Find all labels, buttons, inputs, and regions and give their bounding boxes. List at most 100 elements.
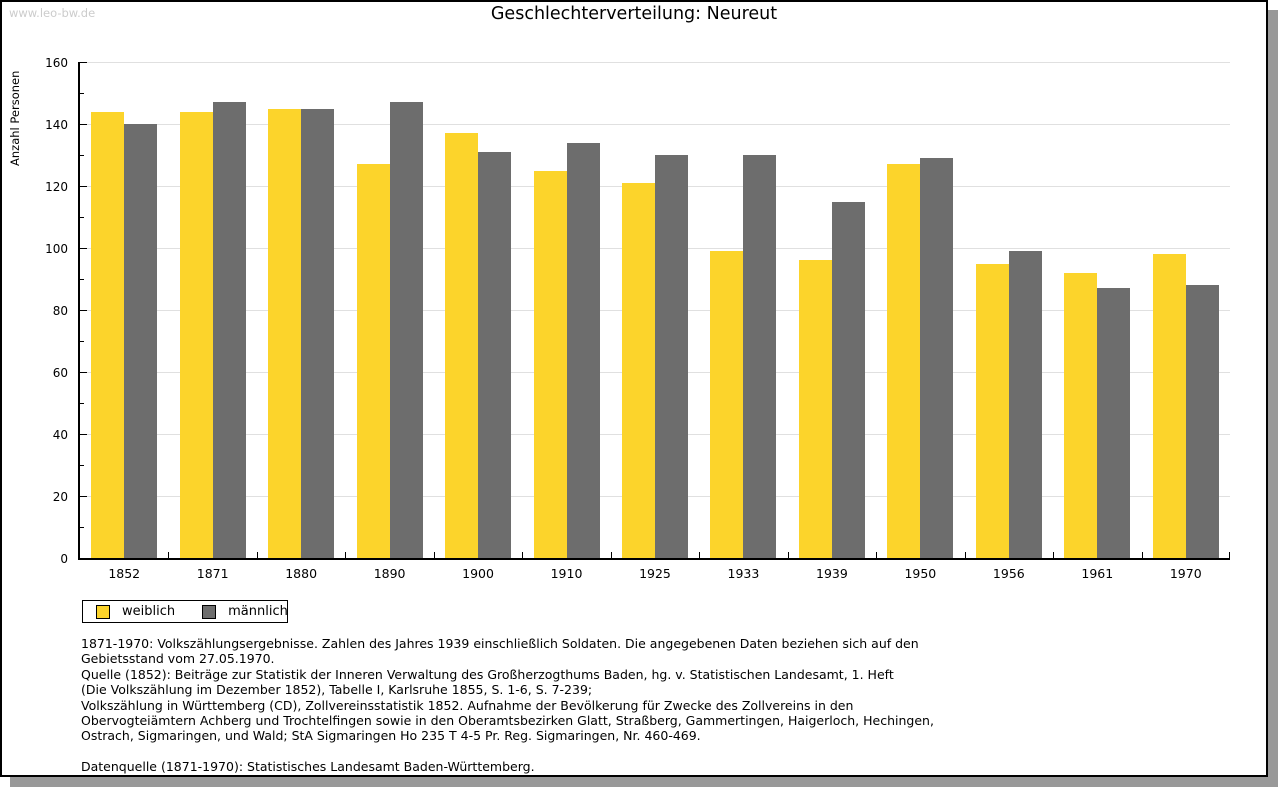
x-boundary-tick-10 — [964, 552, 966, 558]
plot-area — [78, 62, 1230, 560]
y-major-tick-100 — [80, 248, 87, 249]
y-minor-tick-70 — [80, 341, 84, 342]
y-tick-label-0: 0 — [60, 552, 68, 566]
footnote-line-7: Ostrach, Sigmaringen, und Wald; StA Sigm… — [81, 728, 701, 744]
y-major-tick-160 — [80, 62, 87, 63]
x-tick-label-1910: 1910 — [550, 566, 583, 581]
y-tick-label-40: 40 — [52, 428, 68, 442]
y-minor-tick-150 — [80, 93, 84, 94]
x-tick-label-1890: 1890 — [373, 566, 406, 581]
bar-1933-männlich — [743, 155, 777, 558]
x-tick-label-1925: 1925 — [639, 566, 671, 581]
bar-1852-männlich — [124, 124, 158, 558]
x-boundary-tick-8 — [787, 552, 789, 558]
x-tick-label-1900: 1900 — [462, 566, 494, 581]
bar-1970-männlich — [1185, 285, 1219, 558]
bar-1950-männlich — [920, 158, 954, 558]
x-boundary-tick-12 — [1141, 552, 1143, 558]
x-boundary-tick-2 — [256, 552, 258, 558]
bar-1950-weiblich — [887, 164, 921, 558]
bar-1880-männlich — [301, 108, 335, 558]
x-tick-label-1933: 1933 — [727, 566, 760, 581]
bar-1956-weiblich — [975, 263, 1009, 558]
x-tick-label-1961: 1961 — [1081, 566, 1114, 581]
x-axis-endcap — [1229, 552, 1230, 558]
bar-1970-weiblich — [1152, 254, 1186, 558]
x-boundary-tick-4 — [433, 552, 435, 558]
x-boundary-tick-5 — [522, 552, 524, 558]
footnote-line-3: Quelle (1852): Beiträge zur Statistik de… — [81, 666, 894, 682]
footnote-line-2: Gebietsstand vom 27.05.1970. — [81, 651, 275, 667]
y-tick-label-100: 100 — [45, 242, 68, 256]
gridline-140 — [80, 124, 1230, 125]
footnote-line-9: Datenquelle (1871-1970): Statistisches L… — [81, 759, 535, 775]
x-tick-label-1852: 1852 — [108, 566, 141, 581]
x-boundary-tick-3 — [345, 552, 347, 558]
bar-1956-männlich — [1008, 251, 1042, 558]
y-tick-label-140: 140 — [45, 118, 68, 132]
y-minor-tick-110 — [80, 217, 84, 218]
legend: weiblich männlich — [82, 600, 288, 623]
footnotes: 1871-1970: Volkszählungsergebnisse. Zahl… — [81, 636, 934, 775]
bar-1925-weiblich — [622, 182, 655, 558]
bar-1871-weiblich — [179, 111, 213, 558]
y-minor-tick-90 — [80, 279, 84, 280]
y-tick-label-160: 160 — [45, 56, 68, 70]
x-tick-label-1950: 1950 — [904, 566, 937, 581]
gridline-160 — [80, 62, 1230, 63]
legend-item-maennlich: männlich — [202, 604, 288, 619]
x-boundary-tick-1 — [168, 552, 170, 558]
y-minor-tick-30 — [80, 465, 84, 466]
footnote-spacer — [81, 744, 934, 759]
bar-1910-weiblich — [533, 170, 567, 558]
y-tick-label-60: 60 — [52, 366, 68, 380]
bar-1910-männlich — [566, 142, 600, 558]
y-major-tick-140 — [80, 124, 87, 125]
footnote-line-1: 1871-1970: Volkszählungsergebnisse. Zahl… — [81, 636, 919, 651]
bar-1933-weiblich — [710, 251, 744, 558]
x-tick-label-1871: 1871 — [196, 566, 229, 581]
y-major-tick-60 — [80, 372, 87, 373]
x-tick-label-1939: 1939 — [816, 566, 848, 581]
bar-1890-weiblich — [356, 164, 390, 558]
bar-1961-männlich — [1097, 288, 1131, 558]
y-axis-title: Anzahl Personen — [8, 70, 22, 166]
y-tick-label-120: 120 — [45, 180, 68, 194]
bar-1900-männlich — [478, 151, 512, 558]
y-major-tick-20 — [80, 496, 87, 497]
x-boundary-tick-11 — [1053, 552, 1055, 558]
footnote-line-6: Obervogteiämtern Achberg und Trochtelfin… — [81, 713, 934, 729]
bar-1939-weiblich — [798, 260, 832, 558]
y-major-tick-120 — [80, 186, 87, 187]
y-major-tick-80 — [80, 310, 87, 311]
x-tick-label-1956: 1956 — [992, 566, 1025, 581]
legend-item-weiblich: weiblich — [96, 604, 175, 619]
bar-1852-weiblich — [91, 111, 125, 558]
x-boundary-tick-9 — [876, 552, 878, 558]
legend-swatch-weiblich — [96, 604, 110, 619]
bar-1925-männlich — [655, 155, 688, 558]
y-minor-tick-50 — [80, 403, 84, 404]
y-minor-tick-130 — [80, 155, 84, 156]
legend-label: weiblich — [122, 604, 176, 619]
x-boundary-tick-6 — [610, 552, 612, 558]
bar-1900-weiblich — [445, 133, 479, 558]
y-axis-tick-labels: 0 20 40 60 80 100 120 140 160 — [30, 56, 74, 566]
x-tick-label-1880: 1880 — [285, 566, 318, 581]
watermark: www.leo-bw.de — [9, 6, 96, 20]
x-tick-label-1970: 1970 — [1169, 566, 1202, 581]
bar-1890-männlich — [389, 102, 423, 558]
bar-1961-weiblich — [1064, 272, 1098, 558]
y-major-tick-40 — [80, 434, 87, 435]
y-tick-label-80: 80 — [52, 304, 68, 318]
bar-1871-männlich — [212, 102, 246, 558]
legend-swatch-maennlich — [202, 604, 217, 619]
legend-label: männlich — [228, 604, 288, 619]
chart-title: Geschlechterverteilung: Neureut — [490, 4, 778, 24]
chart-panel: www.leo-bw.de Geschlechterverteilung: Ne… — [0, 0, 1268, 777]
y-tick-label-20: 20 — [52, 490, 68, 504]
bar-1939-männlich — [831, 201, 865, 558]
x-boundary-tick-7 — [699, 552, 701, 558]
footnote-line-5: Volkszählung in Württemberg (CD), Zollve… — [81, 697, 854, 713]
y-minor-tick-10 — [80, 527, 84, 528]
